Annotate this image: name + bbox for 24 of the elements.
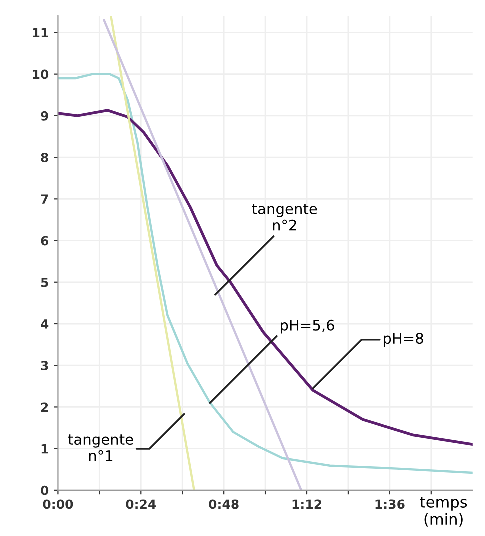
x-tick-label: 1:12 — [292, 500, 322, 509]
x-axis-title: temps (min) — [420, 497, 468, 527]
y-tick-label: 6 — [41, 236, 48, 246]
y-tick-label: 4 — [41, 320, 49, 329]
annotation: pH=5,6 — [281, 320, 334, 334]
y-tick-label: 8 — [41, 153, 48, 162]
x-tick-label: 0:00 — [43, 500, 74, 510]
annotation: pH=8 — [384, 333, 424, 347]
line-series — [58, 73, 473, 474]
x-tick-label: 0:48 — [209, 500, 239, 510]
x-tick-label: 1:36 — [376, 500, 405, 510]
y-tick-label: 9 — [41, 111, 48, 121]
annotation: tangente n°2 — [252, 204, 318, 231]
y-tick-label: 10 — [33, 70, 49, 80]
annotation: tangente n°1 — [68, 434, 134, 462]
y-tick-label: 3 — [41, 361, 48, 371]
y-tick-label: 5 — [41, 278, 48, 288]
y-tick-label: 7 — [41, 194, 48, 204]
y-tick-label: 11 — [33, 28, 48, 38]
line-series — [58, 109, 473, 446]
y-tick-label: 1 — [42, 444, 48, 454]
y-tick-label: 0 — [41, 486, 49, 496]
y-tick-label: 2 — [41, 402, 48, 412]
x-tick-label: 0:24 — [126, 500, 156, 510]
